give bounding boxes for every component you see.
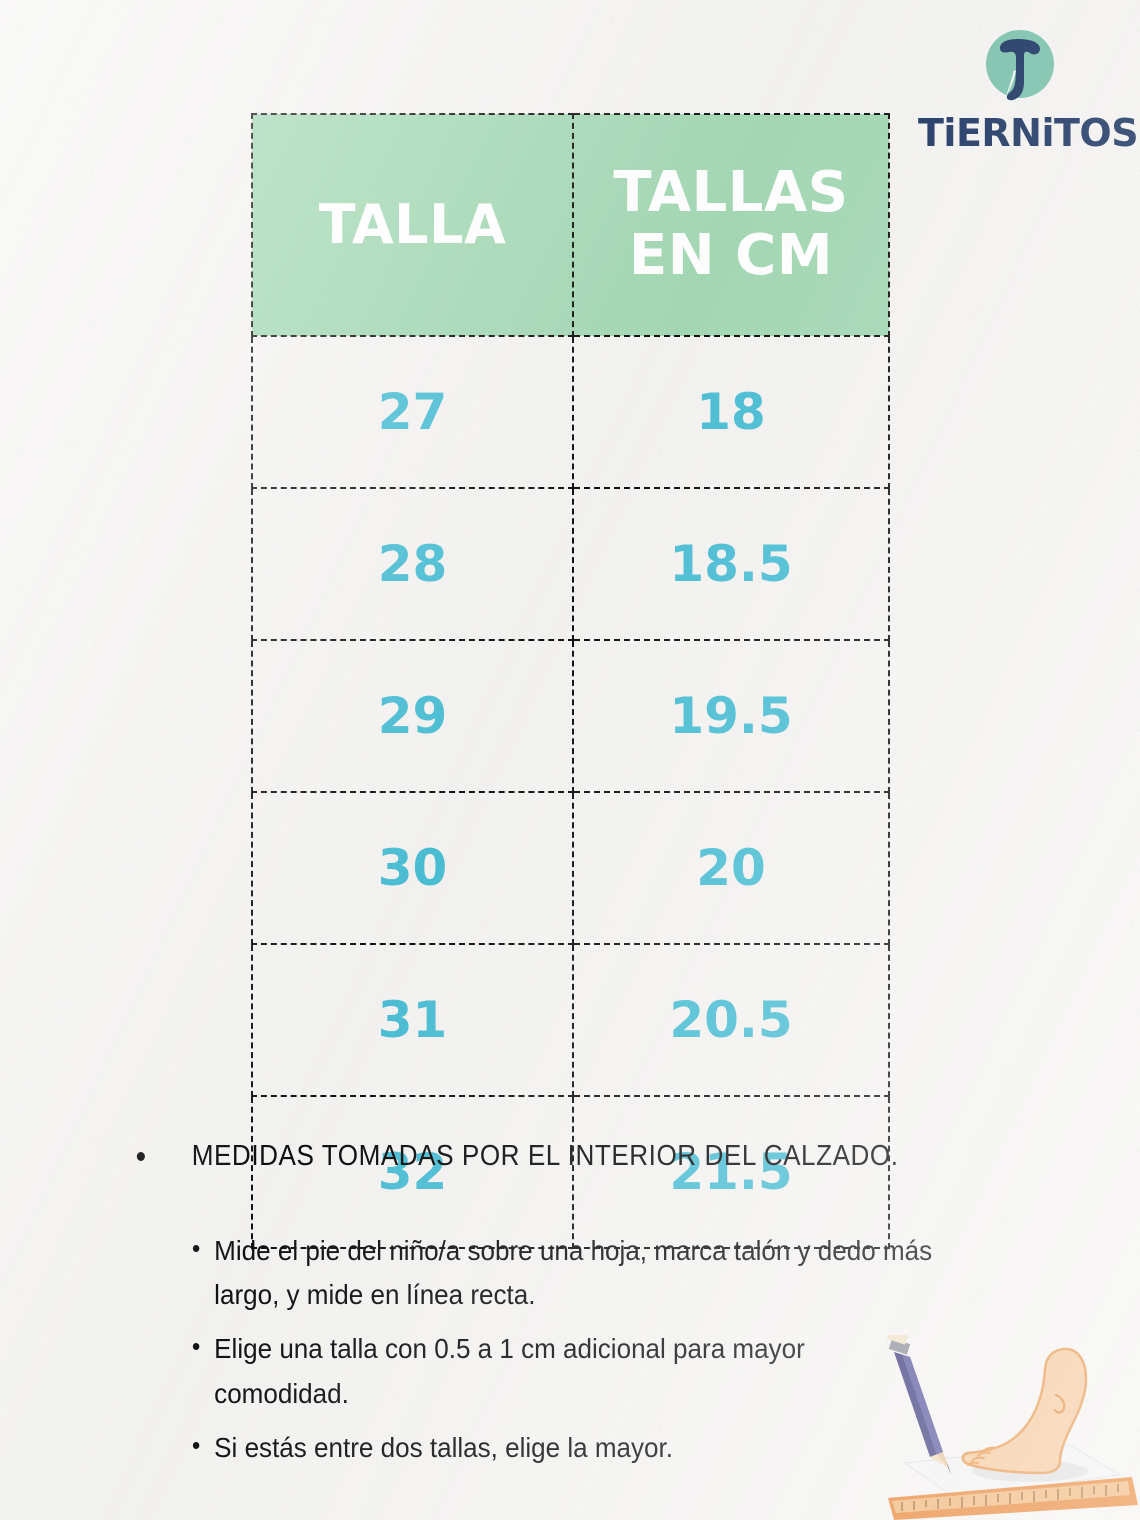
pencil-icon <box>886 1335 951 1475</box>
cell-cm: 18.5 <box>572 487 890 641</box>
note-primary-text: MEDIDAS TOMADAS POR EL INTERIOR DEL CALZ… <box>191 1140 899 1172</box>
table-row: 27 18 <box>251 335 890 489</box>
brand-wordmark: TiERNiTOS <box>918 111 1139 155</box>
table-row: 28 18.5 <box>251 487 890 641</box>
foot-measuring-illustration <box>870 1335 1140 1520</box>
cell-cm: 19.5 <box>572 639 890 793</box>
cell-talla: 28 <box>251 487 574 641</box>
column-header-line-2: EN CM <box>629 223 833 288</box>
size-chart-table: TALLA TALLAS EN CM 27 18 28 18.5 29 19.5… <box>251 113 890 1249</box>
list-item: Mide el pie del niño/a sobre una hoja, m… <box>190 1228 934 1317</box>
ruler-icon <box>888 1477 1138 1520</box>
column-header-talla: TALLA <box>251 113 574 337</box>
cell-cm: 18 <box>572 335 890 489</box>
cell-talla: 31 <box>251 943 574 1097</box>
bullet-icon <box>136 1152 145 1161</box>
brand-logo: TiERNiTOS <box>918 26 1139 155</box>
table-row: 31 20.5 <box>251 943 890 1097</box>
cell-cm: 20.5 <box>572 943 890 1097</box>
note-primary: MEDIDAS TOMADAS POR EL INTERIOR DEL CALZ… <box>0 1140 1026 1173</box>
cell-talla: 27 <box>251 335 574 489</box>
table-row: 29 19.5 <box>251 639 890 793</box>
foot-shape <box>961 1347 1088 1475</box>
cell-cm: 20 <box>572 791 890 945</box>
column-header-tallas-en-cm: TALLAS EN CM <box>572 113 890 337</box>
list-item: Elige una talla con 0.5 a 1 cm adicional… <box>190 1326 934 1415</box>
note-list: Mide el pie del niño/a sobre una hoja, m… <box>190 1228 990 1470</box>
table-header-row: TALLA TALLAS EN CM <box>251 113 890 337</box>
cell-talla: 30 <box>251 791 574 945</box>
notes-section: MEDIDAS TOMADAS POR EL INTERIOR DEL CALZ… <box>0 1140 1140 1480</box>
table-row: 32 21.5 <box>251 1095 890 1249</box>
cell-cm: 21.5 <box>572 1095 890 1249</box>
cell-talla: 29 <box>251 639 574 793</box>
column-header-line-1: TALLAS <box>613 160 849 226</box>
table-row: 30 20 <box>251 791 890 945</box>
tiernitos-t-circle-logo-icon <box>976 26 1060 110</box>
list-item: Si estás entre dos tallas, elige la mayo… <box>190 1425 934 1470</box>
